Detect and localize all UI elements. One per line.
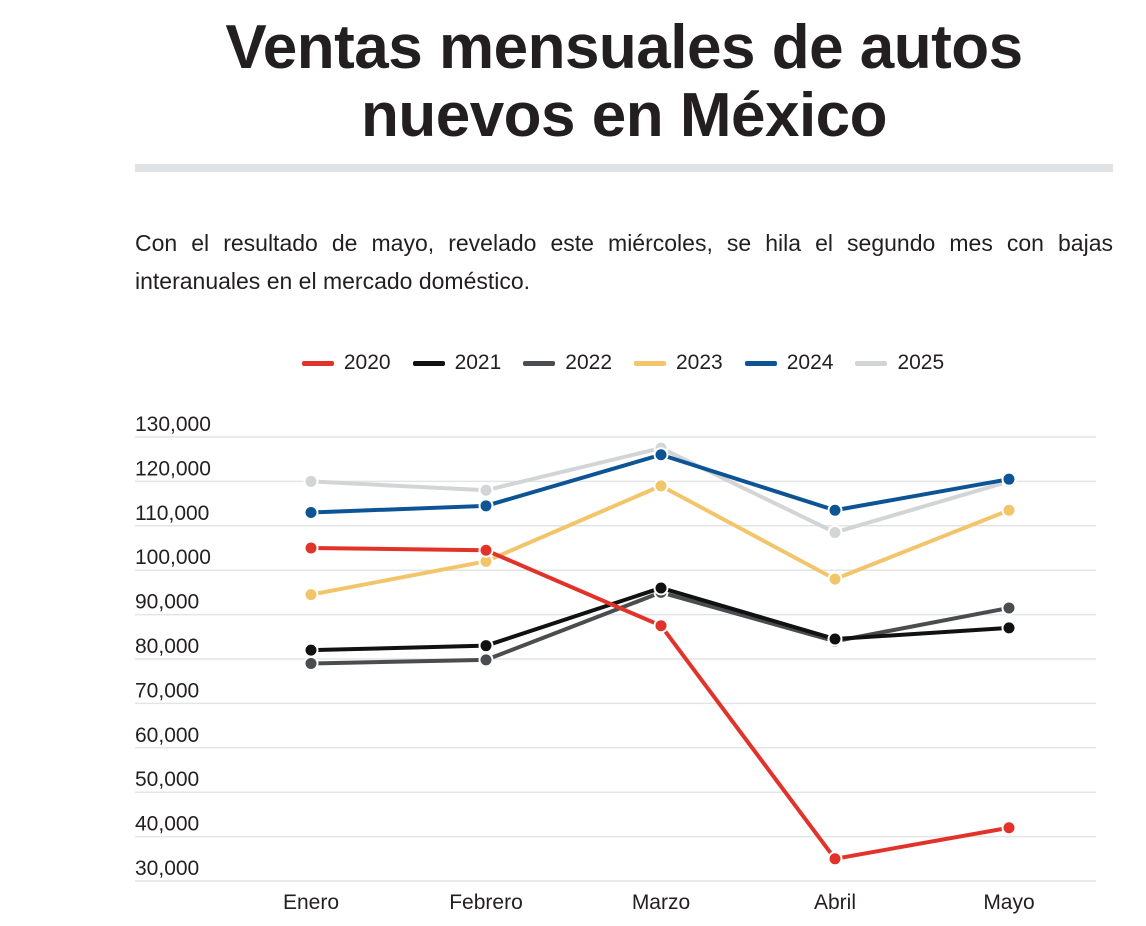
y-tick-label: 30,000	[135, 857, 199, 880]
series-line-2023	[309, 483, 1011, 597]
legend-swatch	[855, 360, 888, 366]
y-tick-label: 50,000	[135, 768, 199, 791]
x-tick-label: Mayo	[983, 891, 1034, 914]
y-tick-label: 90,000	[135, 591, 199, 614]
y-tick-label: 60,000	[135, 724, 199, 747]
y-tick-label: 110,000	[135, 502, 209, 525]
data-point-2021	[653, 580, 669, 596]
data-point-2021	[1001, 620, 1017, 636]
data-point-2021	[478, 638, 494, 654]
y-tick-label: 130,000	[135, 413, 211, 436]
x-tick-label: Enero	[283, 891, 339, 914]
data-point-2020	[303, 540, 319, 556]
data-point-2023	[653, 478, 669, 494]
data-point-2020	[827, 851, 843, 867]
legend-swatch	[412, 360, 445, 366]
data-point-2025	[478, 482, 494, 498]
legend-item-2024: 2024	[744, 348, 834, 378]
legend-label: 2025	[897, 351, 945, 374]
x-tick-label: Marzo	[632, 891, 690, 914]
legend-item-2022: 2022	[523, 348, 612, 378]
title-divider	[135, 164, 1113, 172]
legend-label: 2023	[676, 351, 723, 374]
y-tick-label: 100,000	[135, 546, 211, 569]
data-point-2024	[303, 504, 319, 520]
data-point-2024	[478, 498, 494, 514]
y-tick-label: 120,000	[135, 457, 211, 480]
y-tick-label: 40,000	[135, 813, 199, 836]
legend-swatch	[523, 360, 556, 366]
y-tick-label: 70,000	[135, 679, 199, 702]
legend-label: 2021	[454, 351, 502, 374]
data-point-2024	[1001, 471, 1017, 487]
data-point-2023	[827, 571, 843, 587]
chart-subtitle: Con el resultado de mayo, revelado este …	[135, 230, 1113, 294]
legend-item-2025: 2025	[855, 348, 944, 378]
legend-label: 2020	[343, 351, 391, 374]
legend-label: 2022	[565, 351, 612, 374]
data-point-2021	[827, 631, 843, 647]
legend-item-2020: 2020	[301, 348, 391, 378]
data-point-2022	[303, 655, 319, 671]
legend: 2020 2021 2022 2023 2024 2025	[0, 348, 1146, 378]
data-point-2024	[827, 502, 843, 518]
x-tick-label: Abril	[814, 891, 856, 914]
data-point-2023	[303, 587, 319, 603]
legend-swatch	[744, 360, 777, 366]
data-point-2025	[303, 473, 319, 489]
legend-item-2023: 2023	[634, 348, 723, 378]
data-point-2020	[653, 618, 669, 634]
data-point-2021	[303, 642, 319, 658]
legend-item-2021: 2021	[412, 348, 502, 378]
y-tick-label: 80,000	[135, 635, 199, 658]
x-tick-label: Febrero	[449, 891, 523, 914]
legend-swatch	[634, 360, 666, 366]
data-point-2025	[827, 524, 843, 540]
data-point-2022	[478, 652, 494, 668]
chart-title: Ventas mensuales de autos nuevos en Méxi…	[225, 13, 1023, 150]
legend-swatch	[301, 360, 334, 366]
data-point-2024	[653, 447, 669, 463]
data-point-2020	[1001, 820, 1017, 836]
data-point-2022	[1001, 600, 1017, 616]
data-point-2023	[1001, 502, 1017, 518]
legend-label: 2024	[786, 351, 834, 374]
data-point-2020	[478, 542, 494, 558]
